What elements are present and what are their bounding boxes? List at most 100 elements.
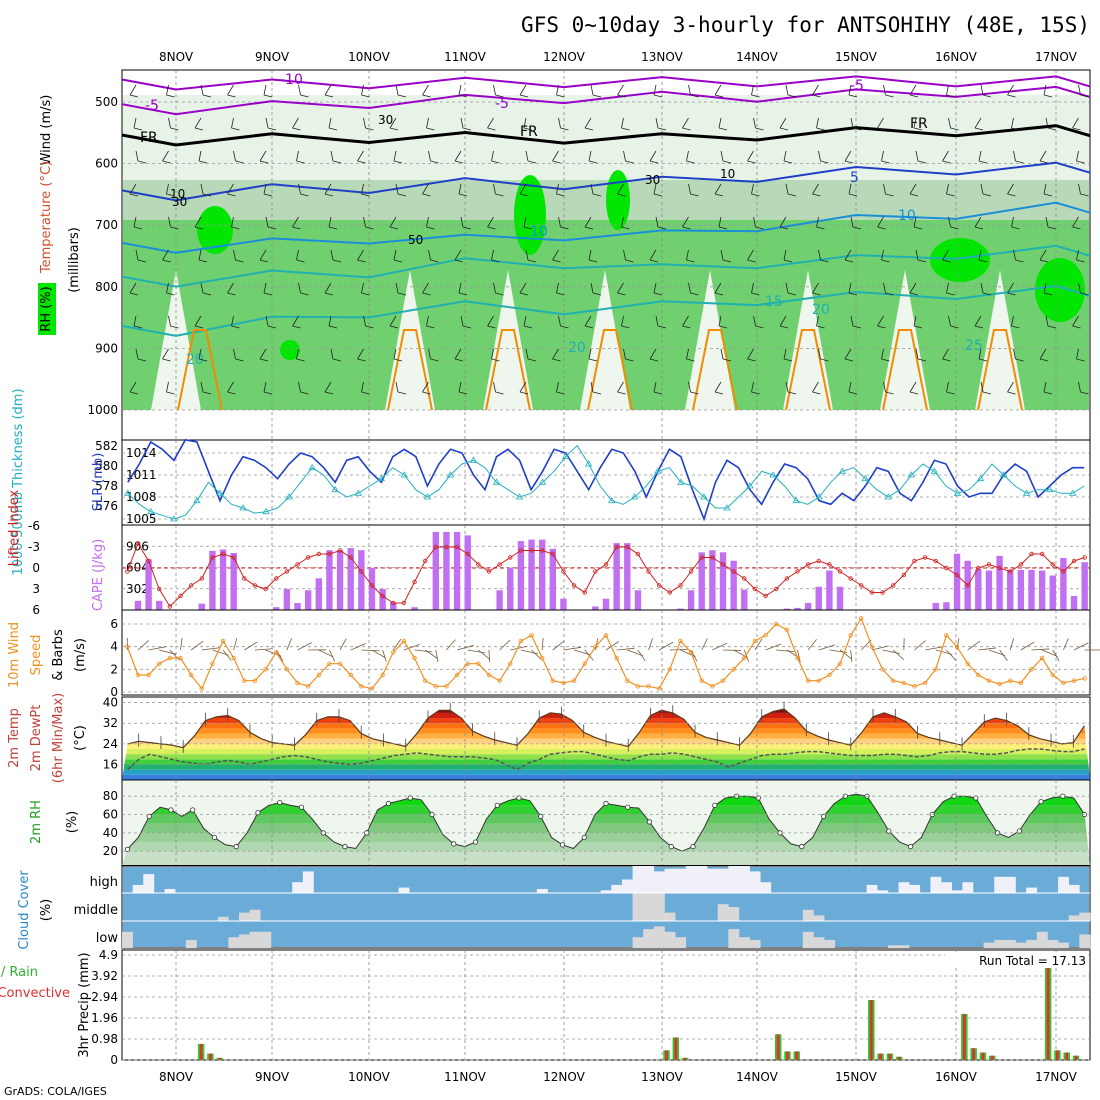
wind-barb (785, 282, 789, 294)
thickness-point (907, 471, 916, 478)
wind-barb (942, 249, 949, 261)
wind-barb (298, 282, 301, 294)
wind-barb (621, 226, 630, 230)
rh-contour-label: 30 (172, 195, 187, 209)
wind-barb (194, 315, 202, 327)
wind-barb (1007, 292, 1016, 296)
wind-barb (422, 292, 431, 296)
wind-barb (1041, 649, 1058, 657)
wind-barb (328, 127, 338, 131)
cloud-bar-middle (802, 909, 814, 921)
wind-barb (519, 282, 527, 294)
wind-barb (202, 193, 212, 197)
wind-barb (332, 358, 342, 362)
wind-barb (519, 193, 529, 197)
wind-barb (621, 117, 624, 129)
wind-barb (653, 183, 657, 195)
wind-barb (751, 193, 760, 197)
wind-barb (462, 226, 472, 230)
wind-barb (787, 391, 797, 395)
li-point (773, 586, 779, 592)
wind-barb (296, 259, 305, 263)
cape-bar (538, 539, 546, 610)
cape-bar (794, 607, 801, 610)
wind-barb (330, 249, 334, 261)
cloud-bar-high (536, 888, 548, 893)
thickness-point (331, 485, 339, 493)
wind-barb (389, 127, 399, 131)
thickness-point (1045, 485, 1054, 493)
wind-barb (556, 292, 565, 296)
isotherm-label: 10 (898, 208, 916, 224)
cloud-bar-high (143, 874, 155, 893)
wind-barb (980, 381, 984, 393)
wind-barb (816, 226, 825, 230)
thickness-point (147, 507, 155, 515)
thickness-point (654, 467, 662, 474)
wind-barb (137, 259, 147, 263)
wind-barb (324, 183, 332, 195)
wind-barb (365, 325, 374, 329)
wind-barb (361, 649, 380, 652)
run-total-box (945, 952, 1088, 968)
rh-band (122, 805, 1090, 815)
cloud-bar-low (1079, 934, 1091, 948)
li-point (231, 555, 236, 560)
wind-barb (458, 94, 468, 98)
wind-barb (755, 127, 764, 131)
wind-barb (435, 649, 439, 662)
cape-bar (549, 548, 557, 610)
temp-axis-label-4: (°C) (73, 725, 88, 751)
credit-label: GrADS: COLA/IGES (4, 1085, 107, 1098)
wind-barb (137, 160, 147, 164)
wind-barb (563, 646, 582, 651)
y-tick-label: 2 (110, 662, 118, 676)
wind-barb (617, 391, 626, 395)
cloud-bar-high (1058, 876, 1070, 893)
wind-barb (227, 183, 234, 195)
wind-barb (558, 216, 561, 228)
wind-barb (714, 183, 722, 195)
cloud-bar-low (738, 937, 750, 948)
wind-barb (129, 391, 139, 395)
wind-speed-point (518, 638, 524, 644)
wind-barb (592, 94, 602, 98)
wind-barb (669, 648, 688, 651)
rh-axis-label-2: (%) (65, 811, 80, 834)
wind-barb (556, 282, 559, 294)
wind-barb (129, 193, 139, 197)
wind-barb (487, 127, 496, 131)
wind-barb (909, 391, 919, 395)
wind-speed-point (188, 672, 194, 678)
cape-bar (932, 602, 939, 610)
cloud-bar-high (866, 884, 878, 893)
wind-barb (718, 127, 728, 131)
wind-barb (909, 282, 917, 294)
wind-barb (909, 84, 917, 96)
thickness-point (538, 478, 547, 485)
wind-speed-point (1018, 680, 1024, 686)
li-point (125, 569, 130, 574)
wind-speed-point (305, 684, 311, 689)
wind-barb (129, 183, 137, 195)
wind-barb (296, 358, 305, 362)
wind-barb (946, 193, 955, 197)
y-tick-label: 60 (103, 808, 118, 822)
li-point (891, 583, 896, 588)
wind-barb (753, 117, 756, 129)
wind-barb (714, 391, 724, 395)
wind-barb (980, 282, 984, 294)
rh-band (122, 832, 1090, 843)
wind-speed-point (603, 633, 609, 638)
wind-barb (166, 391, 175, 395)
wind-barb (166, 193, 175, 197)
cloud-bar-middle (813, 915, 825, 921)
wind-barb (649, 249, 657, 261)
wind-barb (491, 259, 500, 263)
wind-barb (988, 649, 1006, 656)
wind-barb (227, 84, 234, 96)
slp-tick-label: 1005 (126, 512, 157, 526)
wind-barb (454, 259, 464, 263)
wind-barb (588, 160, 598, 164)
wind-barb (946, 292, 955, 296)
